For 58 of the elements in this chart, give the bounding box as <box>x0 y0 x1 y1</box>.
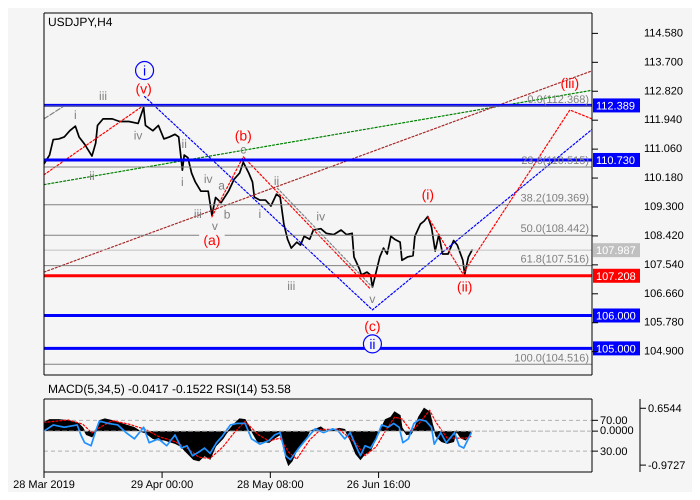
annotation: i <box>258 207 262 222</box>
chart-title: USDJPY,H4 <box>48 15 112 29</box>
annotation: iv <box>316 210 326 224</box>
line-series <box>44 418 472 460</box>
y-tick-label: 107.540 <box>644 258 684 271</box>
annotation: v <box>212 219 218 234</box>
ref-line-label: 107.208 <box>596 270 636 283</box>
y-tick-label: 111.940 <box>644 114 682 126</box>
ref-line-label: 105.000 <box>596 343 636 356</box>
x-tick-label: 28 Mar 2019 <box>13 478 75 491</box>
annotation: iii <box>99 88 108 103</box>
annotation: iv <box>134 128 142 142</box>
annotation: (b) <box>234 127 252 144</box>
annotation: ii <box>369 336 376 352</box>
x-tick-label: 29 Apr 00:00 <box>130 478 194 491</box>
y-tick-label: 105.780 <box>644 316 684 329</box>
ref-line-label: 110.730 <box>596 154 635 167</box>
annotation: (a) <box>203 232 220 248</box>
annotation: a <box>218 178 226 192</box>
y2-tick-label: -0.9727 <box>648 460 686 472</box>
annotation: v <box>369 292 376 306</box>
y-tick-label: 112.820 <box>644 85 683 98</box>
annotation: ii <box>274 174 280 188</box>
x-tick-label: 26 Jun 16:00 <box>346 478 410 491</box>
y-tick-label: 111.060 <box>644 143 682 156</box>
y-tick-label: 106.660 <box>644 288 684 300</box>
annotation: i <box>181 175 184 190</box>
annotation: iii <box>287 279 296 294</box>
annotation: i <box>142 62 146 79</box>
annotation: (iii) <box>560 74 580 91</box>
y-tick-label: 114.580 <box>644 27 683 40</box>
ref-line-label: 0.0000 <box>600 425 634 438</box>
chart-title: MACD(5,34,5) -0.0417 -0.1522 RSI(14) 53.58 <box>48 382 291 396</box>
y-tick-label: 113.700 <box>644 56 683 68</box>
annotation: (c) <box>364 318 381 334</box>
annotation: (v) <box>135 80 152 96</box>
y-tick-label: 70.00 <box>600 415 628 428</box>
annotation: (ii) <box>456 278 472 294</box>
y2-tick-label: 0.6544 <box>648 403 682 416</box>
ref-line-label: 112.389 <box>596 100 635 112</box>
annotation: b <box>224 208 231 222</box>
y-tick-label: 104.900 <box>644 346 684 358</box>
ref-line-label: 50.0(108.442) <box>520 223 589 236</box>
annotation: (i) <box>422 186 434 203</box>
ref-line-label: 38.2(109.369) <box>520 192 589 205</box>
y-tick-label: 108.420 <box>644 230 684 242</box>
ref-line-label: 61.8(107.516) <box>520 254 589 266</box>
annotation: ii <box>182 137 187 152</box>
annotation: iv <box>204 172 213 186</box>
y-tick-label: 30.00 <box>600 446 628 458</box>
ref-line-label: 0.0(112.368) <box>527 94 589 106</box>
y-tick-label: 109.300 <box>644 200 684 213</box>
annotation: i <box>74 108 77 122</box>
ref-line-label: 100.0(104.516) <box>514 352 589 364</box>
y-tick-label: 110.180 <box>644 172 683 184</box>
ref-line-label: 107.987 <box>596 245 636 258</box>
ref-line-label: 106.000 <box>596 310 636 322</box>
x-tick-label: 28 May 08:00 <box>237 478 304 491</box>
